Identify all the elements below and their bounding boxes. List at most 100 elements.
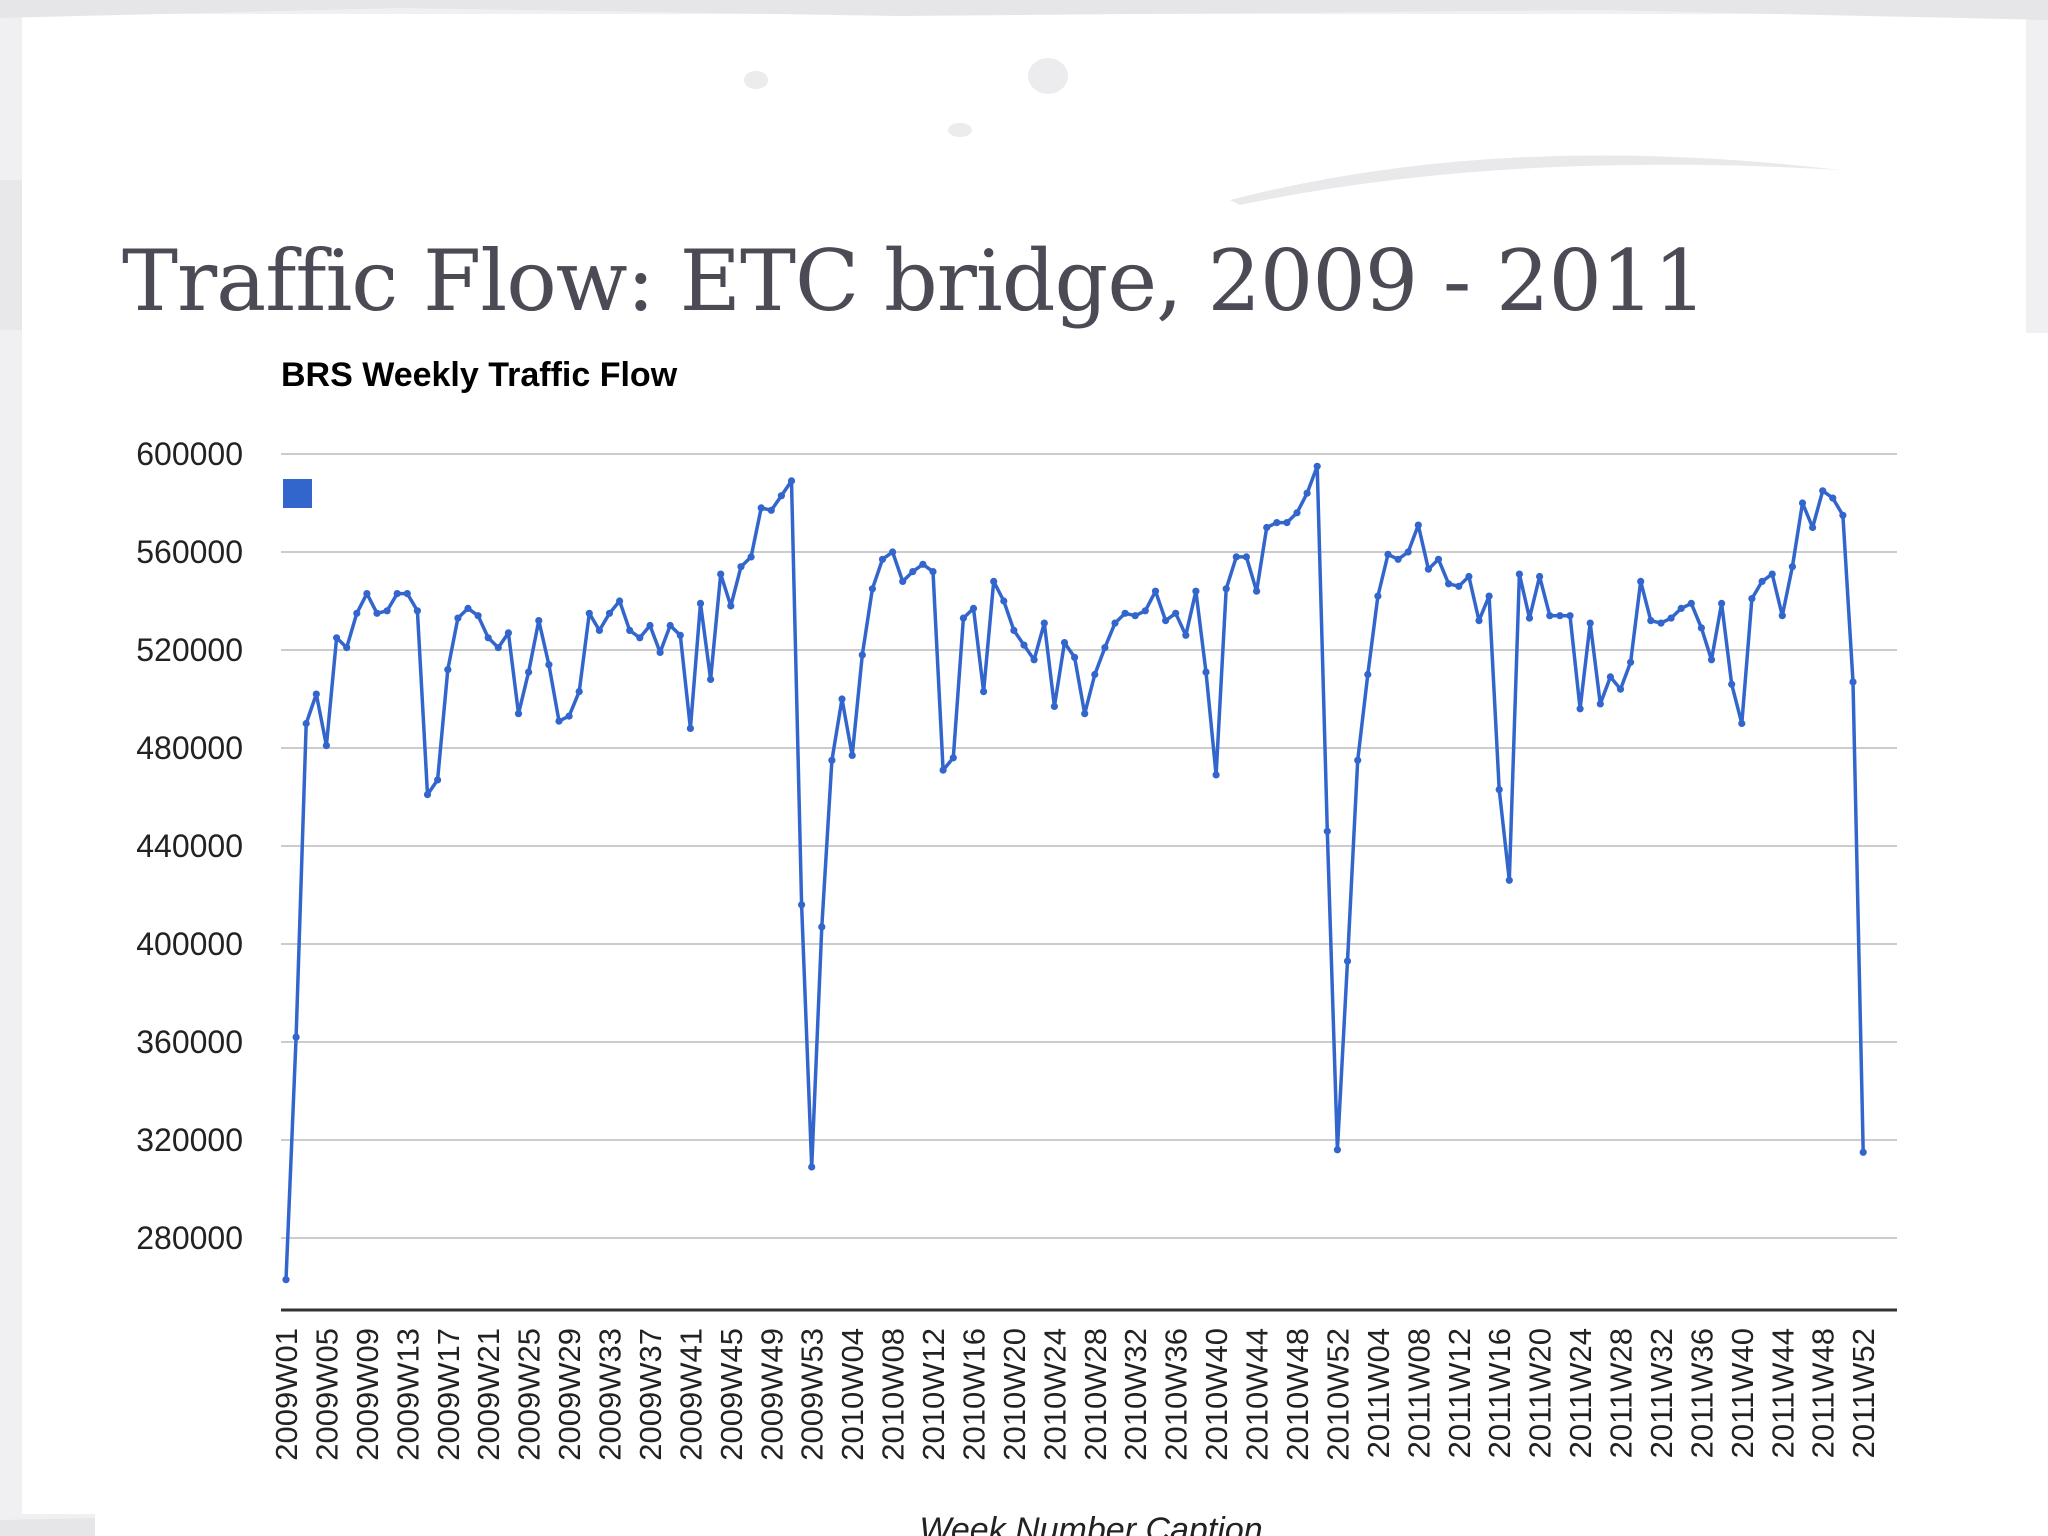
data-point[interactable] (1495, 786, 1503, 794)
data-point[interactable] (939, 766, 947, 774)
data-point[interactable] (767, 506, 775, 514)
data-point[interactable] (1424, 565, 1432, 573)
data-point[interactable] (1859, 1148, 1867, 1156)
data-point[interactable] (1728, 680, 1736, 688)
data-point[interactable] (919, 560, 927, 568)
data-point[interactable] (383, 607, 391, 615)
data-point[interactable] (1798, 499, 1807, 507)
data-point[interactable] (858, 651, 866, 659)
data-point[interactable] (676, 631, 684, 639)
data-point[interactable] (1778, 612, 1786, 620)
data-point[interactable] (929, 568, 937, 576)
data-point[interactable] (353, 609, 361, 617)
data-point[interactable] (1768, 570, 1776, 578)
data-point[interactable] (1354, 756, 1362, 764)
data-point[interactable] (373, 609, 381, 617)
data-point[interactable] (1707, 656, 1716, 664)
data-point[interactable] (1253, 587, 1261, 595)
data-point[interactable] (1839, 511, 1847, 519)
data-point[interactable] (545, 661, 553, 669)
data-point[interactable] (1374, 592, 1382, 600)
data-point[interactable] (1131, 612, 1139, 620)
data-point[interactable] (1525, 614, 1534, 622)
data-point[interactable] (666, 621, 674, 630)
data-point[interactable] (1445, 580, 1453, 588)
data-point[interactable] (1343, 957, 1352, 965)
data-point[interactable] (1404, 548, 1412, 556)
data-point[interactable] (555, 717, 563, 725)
data-point[interactable] (1273, 519, 1281, 527)
data-point[interactable] (1414, 521, 1422, 529)
data-point[interactable] (717, 570, 725, 578)
data-point[interactable] (1323, 827, 1331, 835)
data-point[interactable] (1202, 668, 1210, 676)
data-point[interactable] (1434, 555, 1443, 563)
data-point[interactable] (1566, 612, 1574, 620)
data-point[interactable] (1505, 876, 1513, 884)
data-point[interactable] (343, 644, 351, 652)
data-point[interactable] (1475, 617, 1483, 625)
data-point[interactable] (737, 563, 745, 571)
data-point[interactable] (525, 668, 533, 676)
data-point[interactable] (1020, 641, 1028, 649)
data-point[interactable] (1303, 489, 1311, 497)
data-point[interactable] (1596, 700, 1604, 708)
data-point[interactable] (454, 614, 462, 622)
data-point[interactable] (1060, 639, 1069, 647)
data-point[interactable] (504, 629, 512, 637)
data-point[interactable] (1111, 619, 1119, 627)
data-point[interactable] (1232, 553, 1240, 561)
data-point[interactable] (777, 492, 786, 500)
data-point[interactable] (838, 695, 846, 703)
data-point[interactable] (787, 477, 796, 485)
data-point[interactable] (1172, 609, 1180, 617)
data-point[interactable] (868, 585, 877, 593)
data-point[interactable] (1637, 577, 1645, 585)
data-point[interactable] (282, 1276, 290, 1284)
data-point[interactable] (1667, 614, 1675, 622)
data-point[interactable] (636, 634, 644, 642)
data-point[interactable] (312, 690, 320, 698)
data-point[interactable] (1091, 670, 1099, 679)
data-point[interactable] (1718, 599, 1726, 607)
data-point[interactable] (434, 776, 442, 784)
data-point[interactable] (656, 648, 664, 656)
data-point[interactable] (565, 712, 573, 720)
data-point[interactable] (1192, 587, 1200, 595)
data-point[interactable] (616, 597, 624, 605)
data-point[interactable] (595, 626, 603, 634)
data-point[interactable] (1293, 509, 1301, 517)
data-point[interactable] (393, 590, 401, 598)
data-point[interactable] (1040, 619, 1048, 627)
data-point[interactable] (1809, 523, 1817, 532)
data-point[interactable] (1515, 570, 1523, 578)
data-point[interactable] (949, 754, 957, 762)
data-point[interactable] (828, 756, 836, 764)
data-point[interactable] (1657, 619, 1665, 627)
data-point[interactable] (848, 751, 856, 759)
data-point[interactable] (1576, 705, 1584, 713)
data-point[interactable] (1263, 523, 1271, 532)
data-point[interactable] (413, 607, 421, 615)
data-point[interactable] (980, 688, 988, 696)
data-point[interactable] (1010, 626, 1018, 634)
data-point[interactable] (1081, 710, 1089, 718)
data-point[interactable] (909, 568, 917, 576)
data-point[interactable] (969, 604, 978, 612)
data-point[interactable] (646, 621, 654, 630)
data-point[interactable] (686, 724, 695, 732)
data-point[interactable] (322, 742, 330, 750)
data-point[interactable] (1829, 494, 1837, 502)
data-point[interactable] (1455, 582, 1463, 590)
data-point[interactable] (1556, 612, 1564, 620)
data-point[interactable] (1384, 550, 1392, 558)
data-point[interactable] (1333, 1146, 1341, 1154)
data-point[interactable] (959, 614, 968, 622)
data-point[interactable] (1647, 617, 1655, 625)
data-point[interactable] (1616, 685, 1625, 693)
data-point[interactable] (1242, 553, 1250, 561)
data-point[interactable] (423, 791, 432, 799)
data-point[interactable] (899, 577, 907, 585)
data-point[interactable] (464, 604, 472, 612)
data-point[interactable] (292, 1033, 300, 1041)
